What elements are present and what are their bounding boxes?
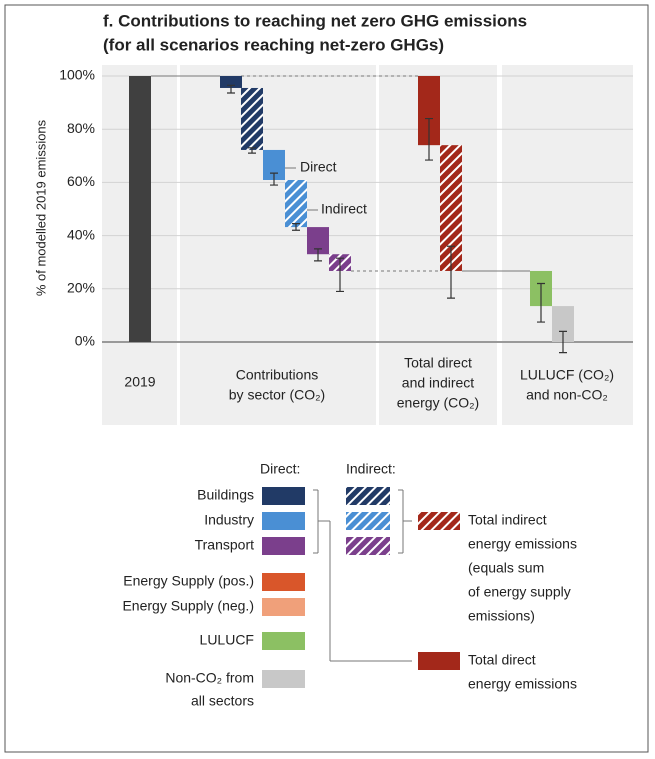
legend-label: Industry bbox=[204, 512, 254, 528]
error-bar bbox=[270, 172, 278, 186]
legend-swatch bbox=[418, 652, 460, 670]
legend-label: (equals sum bbox=[468, 560, 544, 576]
annotation: Indirect bbox=[321, 201, 367, 217]
legend-swatch bbox=[262, 537, 305, 555]
bar bbox=[263, 149, 285, 181]
y-axis-label: % of modelled 2019 emissions bbox=[33, 119, 48, 296]
legend-label: energy emissions bbox=[468, 676, 577, 692]
legend-header: Direct: bbox=[260, 461, 300, 477]
panel bbox=[502, 65, 633, 425]
category-label: by sector (CO₂) bbox=[229, 387, 325, 403]
category-label: and indirect bbox=[402, 375, 474, 391]
legend-swatch bbox=[262, 487, 305, 505]
legend-swatch bbox=[262, 670, 305, 688]
error-bar bbox=[248, 147, 256, 154]
panel bbox=[180, 65, 376, 425]
chart-title: f. Contributions to reaching net zero GH… bbox=[103, 11, 527, 30]
panels bbox=[102, 65, 633, 425]
error-bar bbox=[425, 117, 433, 161]
bar bbox=[241, 87, 263, 150]
error-bar bbox=[314, 248, 322, 262]
chart-subtitle: (for all scenarios reaching net-zero GHG… bbox=[103, 35, 444, 54]
annotation: Direct bbox=[300, 159, 337, 175]
category-label: Total direct bbox=[404, 355, 472, 371]
error-bar bbox=[227, 84, 235, 94]
y-tick-label: 80% bbox=[67, 120, 95, 136]
legend-label: Energy Supply (pos.) bbox=[123, 573, 254, 589]
category-label: 2019 bbox=[124, 374, 155, 390]
category-label: and non-CO₂ bbox=[526, 387, 608, 403]
error-bar bbox=[292, 223, 300, 231]
y-tick-label: 100% bbox=[59, 67, 95, 83]
legend-swatch bbox=[262, 598, 305, 616]
legend-swatch bbox=[346, 512, 390, 530]
legend-swatch bbox=[346, 487, 390, 505]
legend-label: Non-CO₂ from bbox=[165, 670, 254, 686]
category-label: energy (CO₂) bbox=[397, 395, 479, 411]
y-tick-label: 60% bbox=[67, 173, 95, 189]
y-tick-label: 40% bbox=[67, 226, 95, 242]
error-bar bbox=[537, 282, 545, 323]
legend-label: Energy Supply (neg.) bbox=[122, 598, 254, 614]
legend-swatch bbox=[262, 512, 305, 530]
y-tick-label: 20% bbox=[67, 280, 95, 296]
error-bar bbox=[559, 330, 567, 354]
legend-label: Transport bbox=[195, 537, 255, 553]
legend-swatch bbox=[418, 512, 460, 530]
legend-swatch bbox=[262, 632, 305, 650]
bar bbox=[418, 76, 440, 146]
legend-label: Buildings bbox=[197, 487, 254, 503]
legend-swatch bbox=[346, 537, 390, 555]
legend-label: LULUCF bbox=[200, 632, 254, 648]
error-bar bbox=[336, 257, 344, 293]
connectors bbox=[151, 75, 530, 662]
bar bbox=[440, 145, 462, 271]
bar bbox=[220, 76, 242, 88]
category-label: Contributions bbox=[236, 367, 319, 383]
legend-swatch bbox=[262, 573, 305, 591]
legend-label: Total direct bbox=[468, 652, 536, 668]
legend-label: emissions) bbox=[468, 608, 535, 624]
error-bar bbox=[447, 245, 455, 299]
legend-label: all sectors bbox=[191, 693, 254, 709]
y-tick-label: 0% bbox=[75, 333, 95, 349]
frame bbox=[4, 4, 649, 753]
legend-label: Total indirect bbox=[468, 512, 547, 528]
category-label: LULUCF (CO₂) bbox=[520, 367, 614, 383]
legend-label: of energy supply bbox=[468, 584, 571, 600]
legend-header: Indirect: bbox=[346, 461, 396, 477]
bar bbox=[129, 76, 151, 342]
bar bbox=[552, 306, 574, 342]
legend-label: energy emissions bbox=[468, 536, 577, 552]
bar bbox=[285, 180, 307, 228]
bar bbox=[307, 227, 329, 255]
